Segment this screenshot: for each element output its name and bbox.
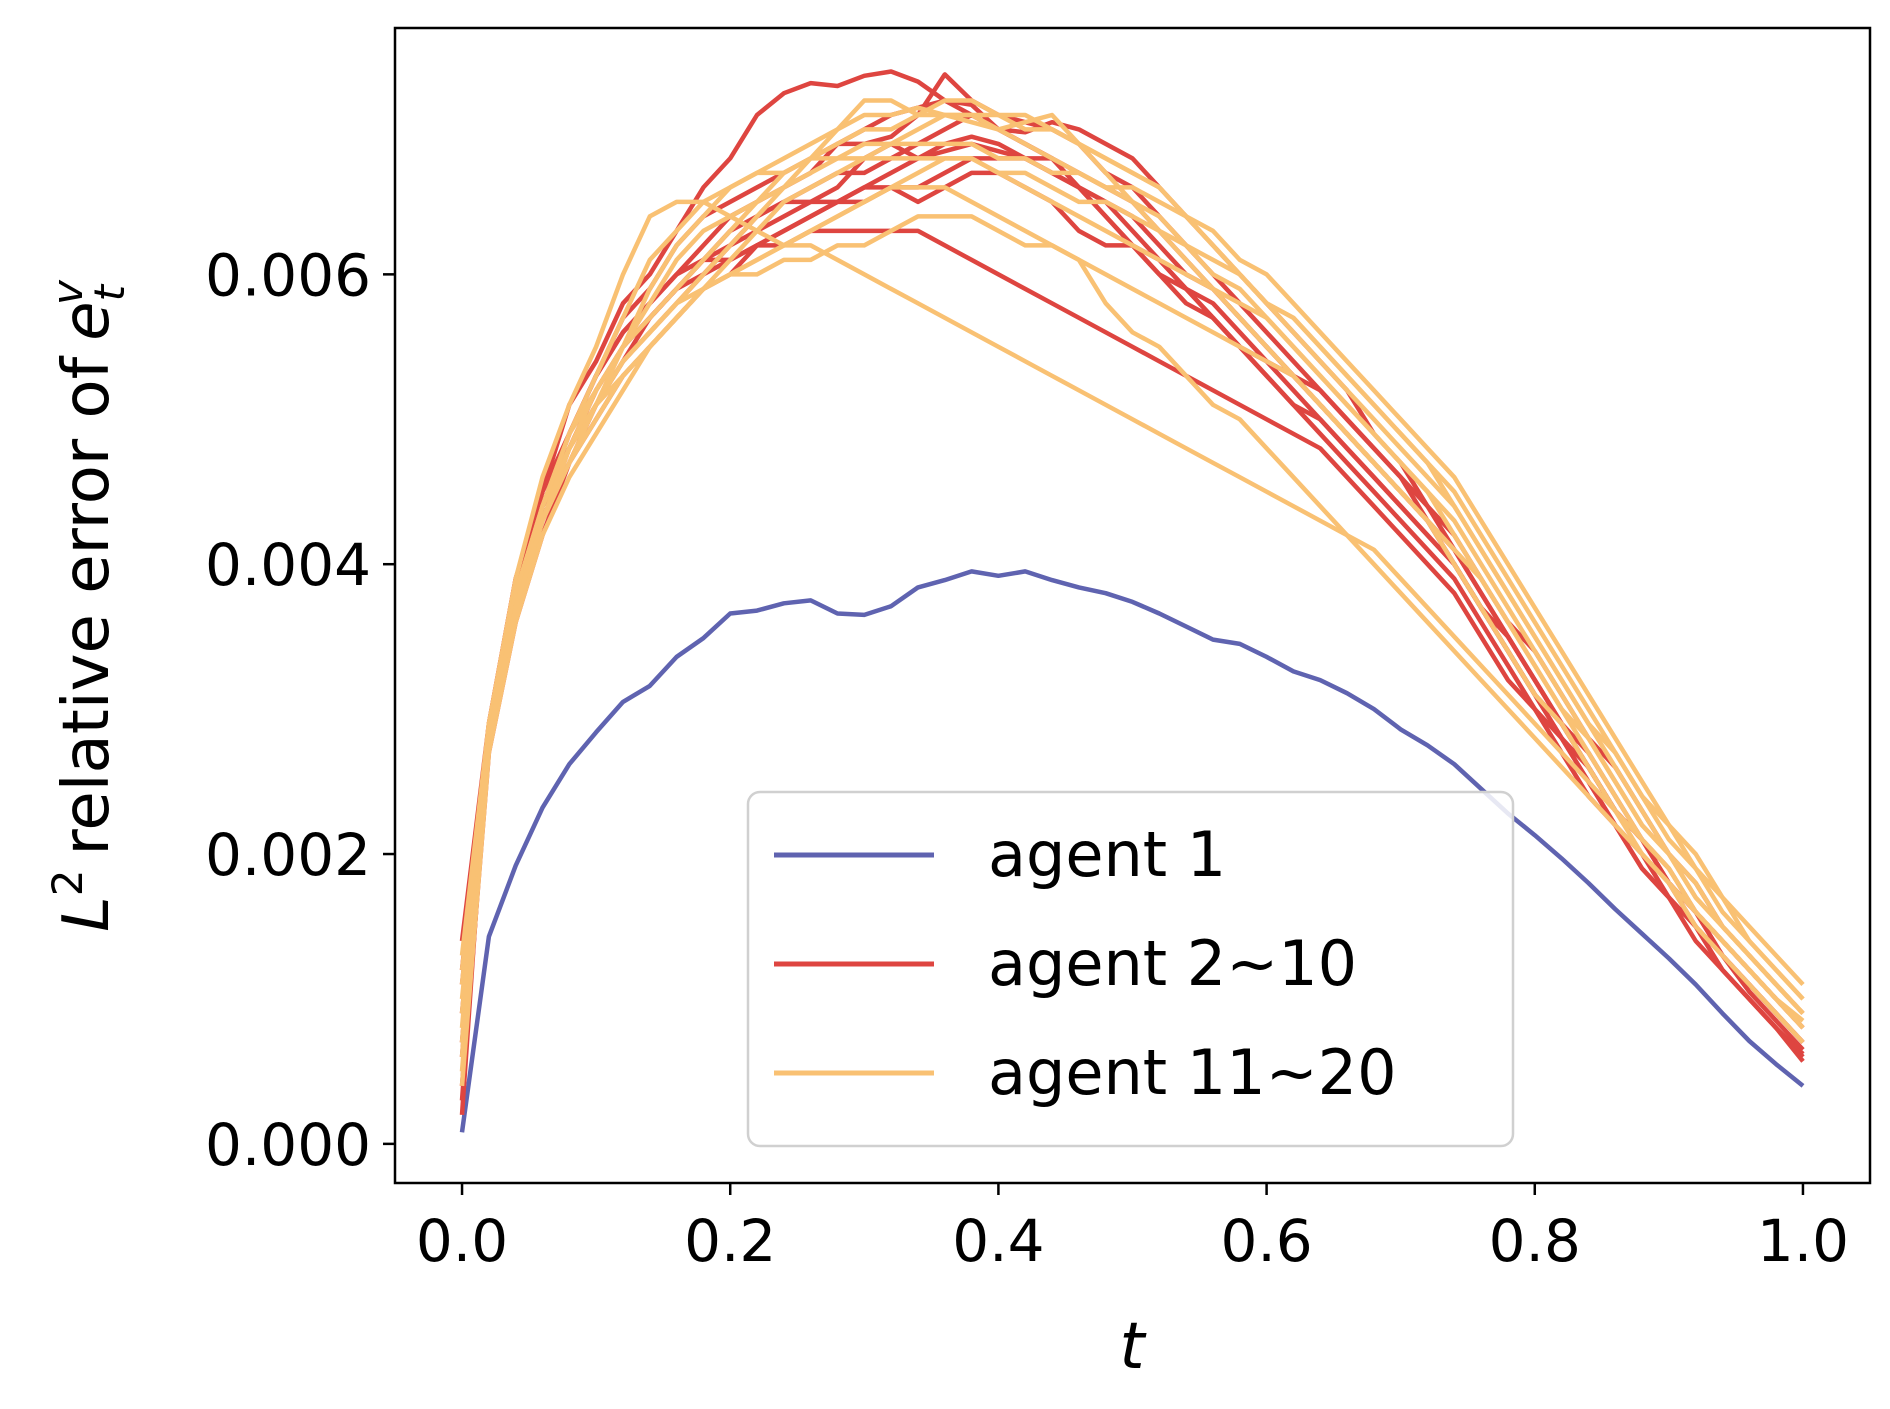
y-tick-label: 0.000 (205, 1111, 371, 1179)
series-line-agent-17 (459, 185, 1805, 1030)
series-layer (459, 69, 1805, 1133)
y-tick-label: 0.006 (205, 241, 371, 309)
y-axis-label: L2 relative error of etv (43, 279, 134, 932)
legend-label-agent-2-10: agent 2~10 (988, 927, 1357, 1000)
x-tick-label: 0.2 (684, 1207, 776, 1275)
series-line-agent-7 (459, 228, 1805, 1063)
series-line-agent-11 (459, 199, 1805, 1030)
series-line-agent-19 (459, 98, 1805, 1014)
x-tick-label: 1.0 (1757, 1207, 1849, 1275)
y-tick-label: 0.004 (205, 531, 371, 599)
series-line-agent-1 (459, 569, 1805, 1133)
legend: agent 1 agent 2~10 agent 11~20 (746, 790, 1515, 1148)
x-tick-label: 0.6 (1220, 1207, 1312, 1275)
y-tick-label: 0.002 (205, 821, 371, 889)
x-tick-label: 0.4 (952, 1207, 1044, 1275)
x-tick-label: 0.8 (1489, 1207, 1581, 1275)
x-axis-ticks: 0.0 0.2 0.4 0.6 0.8 1.0 (416, 1183, 1849, 1275)
x-tick-label: 0.0 (416, 1207, 508, 1275)
series-line-agent-15 (459, 156, 1805, 1043)
series-line-agent-18 (459, 141, 1805, 1058)
x-axis-label: t (1119, 1310, 1147, 1384)
series-line-agent-9 (459, 112, 1805, 1030)
y-label-text: relative error of (50, 355, 124, 855)
y-label-power: 2 (43, 870, 92, 897)
plot-frame (393, 26, 1872, 1185)
legend-label-agent-11-20: agent 11~20 (988, 1036, 1397, 1109)
legend-label-agent-1: agent 1 (988, 818, 1226, 891)
y-label-symbol-sub: t (85, 283, 134, 301)
legend-box (746, 790, 1515, 1148)
y-label-symbol: e (50, 301, 124, 340)
y-label-prefix: L (50, 896, 124, 932)
y-label-symbol-sup: v (43, 279, 92, 305)
y-axis-ticks: 0.000 0.002 0.004 0.006 (205, 241, 395, 1179)
series-line-agent-20 (459, 156, 1805, 1015)
